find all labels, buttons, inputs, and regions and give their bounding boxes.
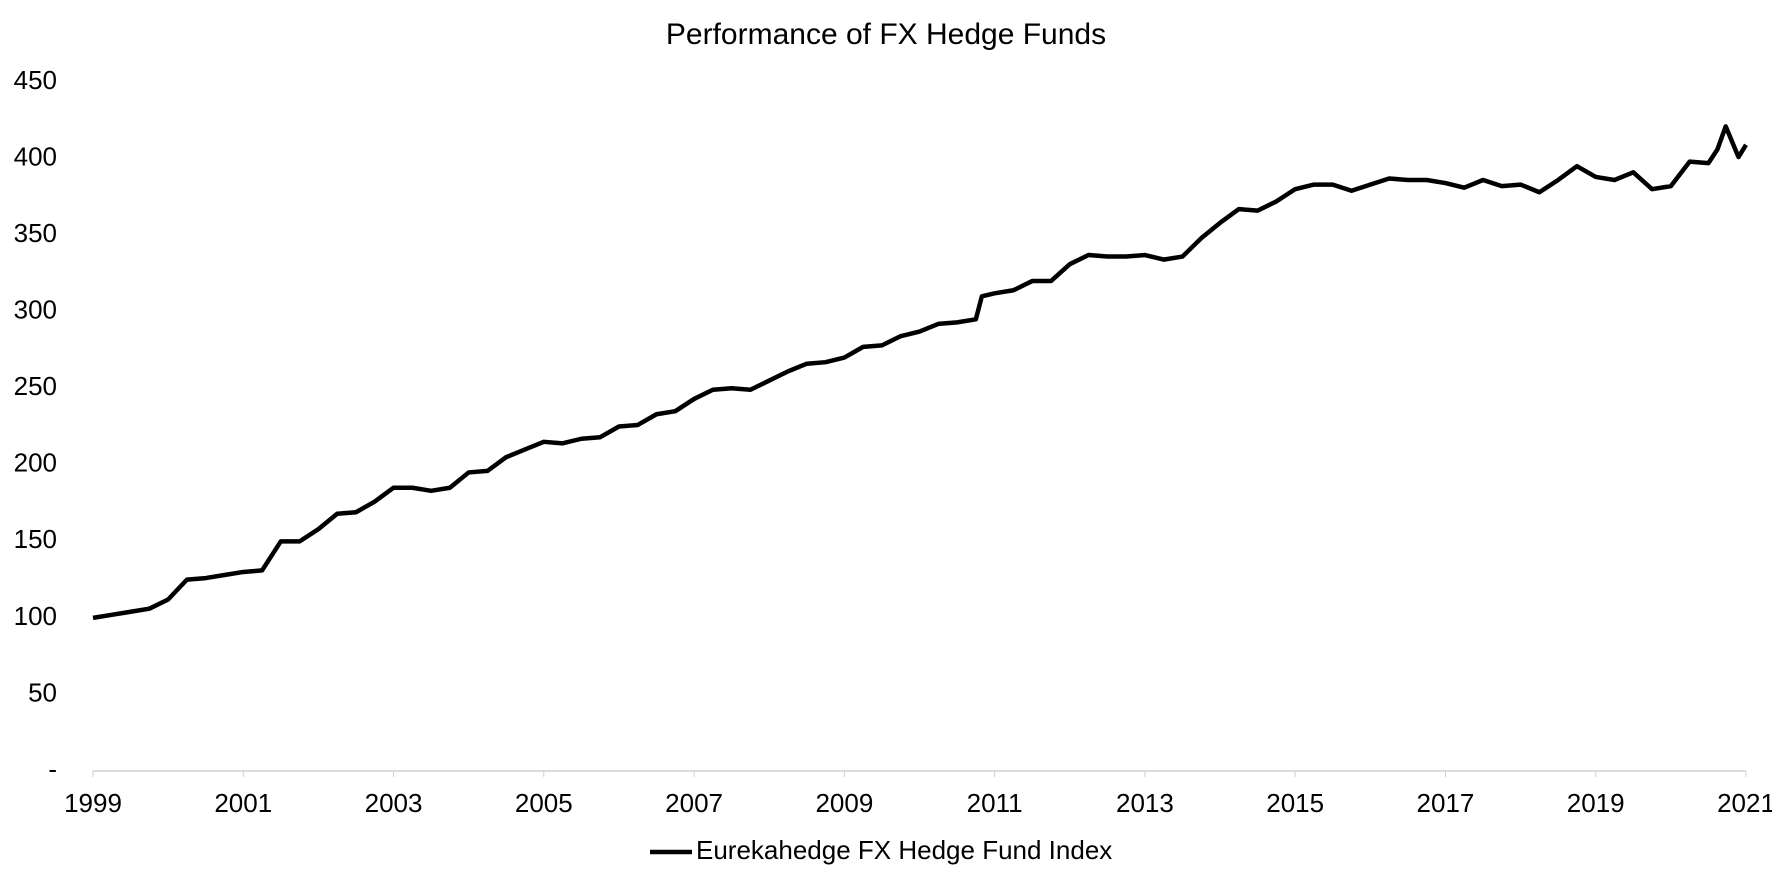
x-tick-label: 2005 — [515, 788, 573, 818]
x-tick-label: 2011 — [967, 788, 1023, 818]
x-tick-label: 2019 — [1567, 788, 1625, 818]
y-tick-label: 150 — [14, 524, 57, 554]
x-tick-label: 2013 — [1116, 788, 1174, 818]
y-tick-label: 250 — [14, 371, 57, 401]
y-tick-label: 200 — [14, 448, 57, 478]
y-tick-label: 50 — [28, 677, 57, 707]
chart-title: Performance of FX Hedge Funds — [666, 18, 1106, 51]
y-tick-label: 400 — [14, 141, 57, 171]
y-tick-label: 350 — [14, 218, 57, 248]
x-tick-label: 2001 — [214, 788, 272, 818]
x-tick-label: 1999 — [64, 788, 122, 818]
y-tick-label: - — [48, 754, 57, 784]
x-tick-label: 2017 — [1417, 788, 1475, 818]
y-tick-label: 450 — [14, 65, 57, 95]
legend-label: Eurekahedge FX Hedge Fund Index — [696, 835, 1112, 865]
x-tick-label: 2021 — [1717, 788, 1772, 818]
y-tick-label: 300 — [14, 295, 57, 325]
x-tick-label: 2009 — [815, 788, 873, 818]
x-tick-label: 2015 — [1266, 788, 1324, 818]
x-tick-label: 2007 — [665, 788, 723, 818]
y-tick-label: 100 — [14, 601, 57, 631]
x-tick-label: 2003 — [365, 788, 423, 818]
line-series — [92, 124, 1748, 621]
